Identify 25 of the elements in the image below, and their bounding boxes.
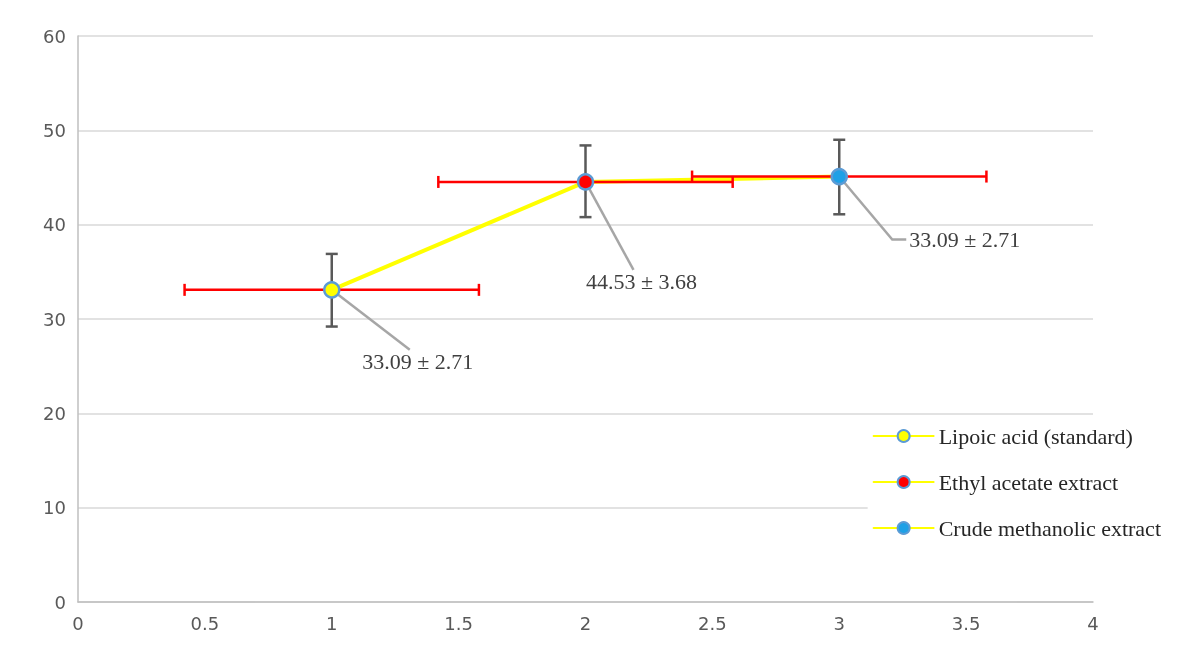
x-tick-label: 4 (1087, 612, 1099, 634)
x-tick-label: 1.5 (444, 612, 473, 634)
y-tick-label: 0 (54, 591, 66, 613)
annotation: 33.09 ± 2.71 (362, 349, 474, 375)
x-tick-label: 3.5 (951, 612, 981, 634)
legend-label: Ethyl acetate extract (938, 469, 1119, 495)
point (830, 167, 848, 186)
point (576, 173, 595, 191)
point (323, 281, 341, 299)
annotation: 44.53 ± 3.68 (585, 269, 698, 295)
x-tick-label: 0.5 (190, 612, 220, 634)
legend-label: Crude methanolic extract (938, 515, 1162, 541)
y-tick-label: 50 (43, 119, 66, 141)
y-tick-label: 40 (43, 214, 66, 236)
y-tick-label: 20 (43, 402, 66, 424)
x-tick-label: 0 (72, 612, 84, 634)
legend-label: Lipoic acid (standard) (938, 423, 1133, 449)
y-tick-label: 10 (43, 497, 66, 519)
x-tick-label: 2 (579, 612, 592, 634)
x-tick-label: 3 (833, 612, 845, 634)
y-tick-label: 30 (43, 308, 66, 330)
y-tick-label: 60 (43, 25, 66, 47)
x-tick-label: 2.5 (698, 612, 727, 634)
x-tick-label: 1 (326, 612, 338, 634)
annotation: 33.09 ± 2.71 (909, 227, 1021, 253)
